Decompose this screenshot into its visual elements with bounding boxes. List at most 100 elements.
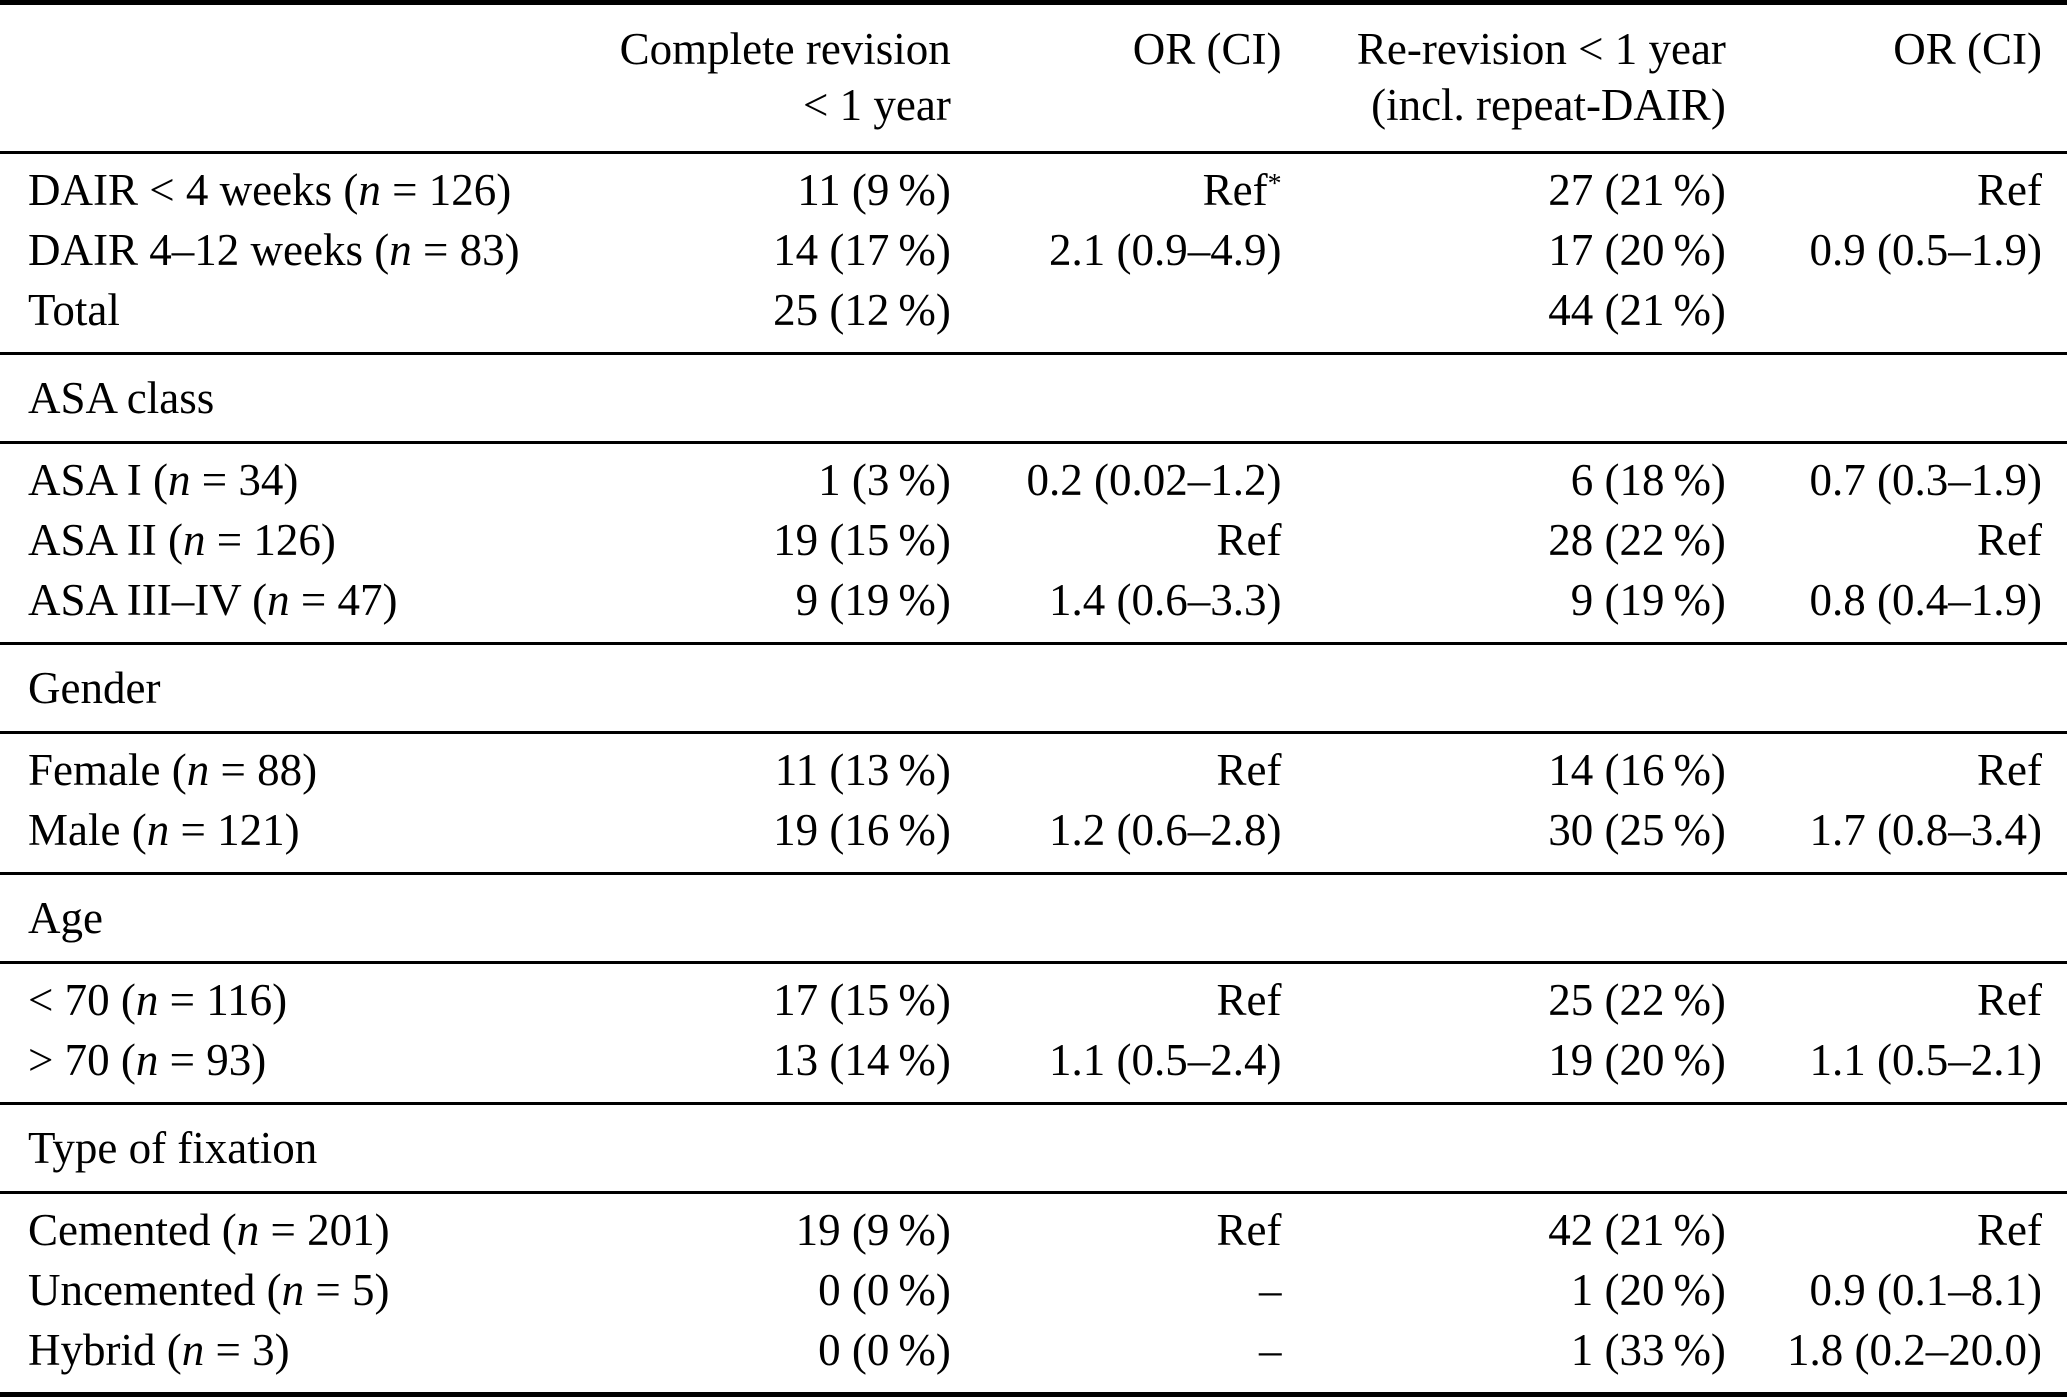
cell-or-ci-1: Ref* [1202, 165, 1282, 215]
cell-re-revision: 6 (18 %) [1570, 455, 1726, 505]
table-header: Complete revision < 1 year OR (CI) Re-re… [0, 2, 2067, 154]
cell-or-ci-1: 1.2 (0.6–2.8) [1049, 805, 1282, 855]
section-title: Age [28, 893, 103, 943]
cell-or-ci-2: 1.1 (0.5–2.1) [1809, 1035, 2042, 1085]
header-line: OR (CI) [1132, 24, 1282, 74]
cell-re-revision: 42 (21 %) [1548, 1205, 1726, 1255]
row-n: (n = 93) [109, 1035, 267, 1085]
row-n: (n = 83) [362, 225, 520, 275]
row-label-cell: Male (n = 121) [0, 800, 589, 874]
row-label: ASA II [28, 515, 157, 565]
cell-or-ci-2: 0.9 (0.1–8.1) [1809, 1265, 2042, 1315]
n-symbol: n [135, 1035, 159, 1085]
row-n: (n = 47) [240, 575, 398, 625]
row-n: (n = 126) [156, 515, 336, 565]
row-label-cell: Total [0, 280, 589, 354]
header-cell-or-ci-2: OR (CI) [1725, 2, 2067, 154]
section-title: ASA class [28, 373, 215, 423]
table-row: DAIR 4–12 weeks (n = 83) 14 (17 %) 2.1 (… [0, 220, 2067, 280]
cell-or-ci-1: 2.1 (0.9–4.9) [1049, 225, 1282, 275]
n-symbol: n [181, 1325, 205, 1375]
cell-complete-revision: 25 (12 %) [773, 285, 951, 335]
cell-re-revision: 1 (33 %) [1570, 1325, 1726, 1375]
section-title-cell: ASA class [0, 352, 2067, 444]
cell-or-ci-1 [951, 280, 1282, 354]
cell-or-ci-2: 1.7 (0.8–3.4) [1809, 805, 2042, 855]
section-title-row: Type of fixation [0, 1102, 2067, 1194]
cell-or-ci-1: Ref [1216, 745, 1282, 795]
cell-re-revision: 25 (22 %) [1548, 975, 1726, 1025]
header-line: Complete revision [619, 24, 951, 74]
table-row: ASA II (n = 126) 19 (15 %) Ref 28 (22 %)… [0, 510, 2067, 570]
cell-or-ci-2: Ref [1977, 165, 2042, 215]
cell-or-ci-2: 0.7 (0.3–1.9) [1809, 455, 2042, 505]
row-label: ASA I [28, 455, 142, 505]
row-label: Total [28, 285, 120, 335]
row-label: Male [28, 805, 121, 855]
cell-or-ci-1: – [1259, 1325, 1282, 1375]
table-row: ASA III–IV (n = 47) 9 (19 %) 1.4 (0.6–3.… [0, 570, 2067, 644]
cell-re-revision: 14 (16 %) [1548, 745, 1726, 795]
footnote-marker: * [1267, 168, 1282, 200]
cell-complete-revision: 0 (0 %) [818, 1265, 951, 1315]
cell-re-revision: 17 (20 %) [1548, 225, 1726, 275]
row-label-cell: Hybrid (n = 3) [0, 1320, 589, 1395]
cell-or-ci-2: Ref [1977, 745, 2042, 795]
row-label-cell: Female (n = 88) [0, 733, 589, 801]
header-line [951, 77, 1282, 133]
row-n: (n = 5) [255, 1265, 390, 1315]
row-label: DAIR < 4 weeks [28, 165, 333, 215]
row-label-cell: DAIR < 4 weeks (n = 126) [0, 153, 589, 221]
section-title: Type of fixation [28, 1123, 318, 1173]
table-row: Cemented (n = 201) 19 (9 %) Ref 42 (21 %… [0, 1193, 2067, 1261]
table-row: ASA I (n = 34) 1 (3 %) 0.2 (0.02–1.2) 6 … [0, 443, 2067, 511]
cell-complete-revision: 19 (15 %) [773, 515, 951, 565]
row-label: Hybrid [28, 1325, 156, 1375]
header-cell-empty [0, 2, 590, 154]
header-cell-re-revision: Re-revision < 1 year (incl. repeat-DAIR) [1281, 2, 1726, 154]
cell-or-ci-2: 0.9 (0.5–1.9) [1809, 225, 2042, 275]
cell-or-ci-2: Ref [1977, 1205, 2042, 1255]
row-label: > 70 [28, 1035, 110, 1085]
section-title-row: Age [0, 872, 2067, 964]
section-title-cell: Gender [0, 642, 2067, 734]
header-row: Complete revision < 1 year OR (CI) Re-re… [0, 2, 2067, 154]
cell-re-revision: 28 (22 %) [1548, 515, 1726, 565]
row-label-cell: > 70 (n = 93) [0, 1030, 589, 1104]
row-label-cell: ASA II (n = 126) [0, 510, 589, 570]
section-title: Gender [28, 663, 161, 713]
section-title-cell: Age [0, 872, 2067, 964]
cell-or-ci-2 [1726, 280, 2067, 354]
row-label: Uncemented [28, 1265, 256, 1315]
row-label-cell: DAIR 4–12 weeks (n = 83) [0, 220, 589, 280]
cell-or-ci-1: Ref [1216, 515, 1282, 565]
header-cell-complete-revision: Complete revision < 1 year [589, 2, 951, 154]
header-line [28, 21, 589, 77]
n-symbol: n [267, 575, 290, 625]
row-label: Cemented [28, 1205, 211, 1255]
n-symbol: n [186, 745, 210, 795]
row-label-cell: < 70 (n = 116) [0, 963, 589, 1031]
table-body: DAIR < 4 weeks (n = 126) 11 (9 %) Ref* 2… [0, 153, 2067, 1395]
row-label-cell: ASA I (n = 34) [0, 443, 589, 511]
n-symbol: n [168, 455, 191, 505]
row-label-cell: Uncemented (n = 5) [0, 1260, 589, 1320]
cell-complete-revision: 11 (9 %) [797, 165, 951, 215]
table-row: Uncemented (n = 5) 0 (0 %) – 1 (20 %) 0.… [0, 1260, 2067, 1320]
table-row: > 70 (n = 93) 13 (14 %) 1.1 (0.5–2.4) 19… [0, 1030, 2067, 1104]
row-n: (n = 3) [155, 1325, 290, 1375]
row-n: (n = 34) [141, 455, 299, 505]
cell-re-revision: 19 (20 %) [1548, 1035, 1726, 1085]
header-line [28, 77, 589, 133]
cell-or-ci-1: 1.1 (0.5–2.4) [1049, 1035, 1282, 1085]
n-symbol: n [358, 165, 381, 215]
header-cell-or-ci-1: OR (CI) [950, 2, 1282, 154]
cell-or-ci-2: 1.8 (0.2–20.0) [1787, 1325, 2042, 1375]
cell-complete-revision: 19 (16 %) [773, 805, 951, 855]
cell-or-ci-2: Ref [1977, 975, 2042, 1025]
row-n: (n = 126) [332, 165, 512, 215]
row-n: (n = 88) [160, 745, 318, 795]
cell-or-ci-1: 1.4 (0.6–3.3) [1049, 575, 1282, 625]
cell-or-ci-1: 0.2 (0.02–1.2) [1026, 455, 1282, 505]
